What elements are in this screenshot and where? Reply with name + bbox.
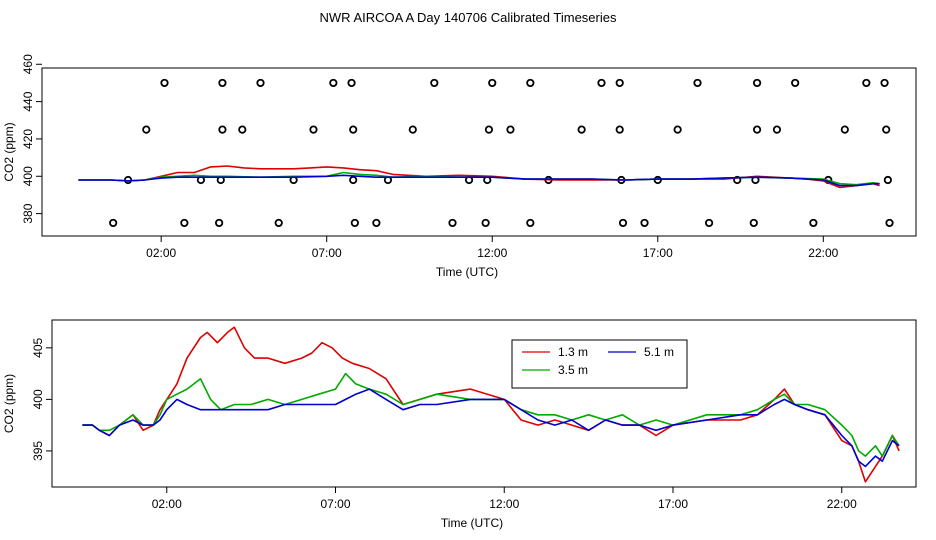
legend-label: 3.5 m — [558, 363, 588, 377]
calibration-point — [215, 218, 224, 228]
series-line-3-5-m — [82, 372, 900, 457]
calibration-point — [791, 78, 800, 88]
calibration-point — [160, 78, 169, 88]
calibration-point — [772, 125, 782, 134]
calibration-point — [704, 218, 714, 228]
chart-title: NWR AIRCOA A Day 140706 Calibrated Times… — [320, 10, 617, 25]
calibration-point — [597, 78, 606, 88]
x-tick-label: 22:00 — [808, 246, 838, 260]
calibration-point — [408, 125, 417, 134]
legend-label: 5.1 m — [644, 345, 674, 359]
y-tick-label: 400 — [21, 166, 35, 186]
calibration-point — [430, 78, 439, 88]
y-tick-label: 395 — [31, 441, 45, 461]
x-tick-label: 07:00 — [312, 246, 342, 260]
calibration-point — [885, 218, 894, 228]
series-line-1-3-m — [82, 326, 900, 483]
calibration-point — [109, 218, 118, 228]
calibration-point — [506, 125, 515, 134]
calibration-point — [615, 125, 624, 134]
calibration-point — [640, 218, 649, 228]
y-tick-label: 460 — [21, 54, 35, 74]
legend: 1.3 m 5.1 m 3.5 m — [511, 339, 688, 389]
calibration-point — [752, 125, 762, 134]
calibration-point — [880, 78, 889, 88]
calibration-point — [484, 125, 494, 134]
calibration-point — [349, 175, 358, 185]
calibration-point — [809, 218, 818, 228]
top-panel-calibrated-timeseries: 02:00 07:00 12:00 17:00 22:00 380 400 420 440 460… — [2, 54, 917, 279]
calibration-point — [350, 218, 359, 228]
calibration-point — [673, 125, 682, 134]
calibration-point — [238, 125, 247, 134]
y-tick-label: 420 — [21, 129, 35, 149]
x-tick-label: 02:00 — [146, 246, 176, 260]
x-tick-label: 17:00 — [658, 497, 688, 511]
x-tick-label: 02:00 — [152, 497, 182, 511]
calibration-point — [256, 78, 265, 88]
y-tick-label: 405 — [31, 338, 45, 358]
plot-frame — [41, 67, 917, 237]
calibration-point — [329, 78, 338, 88]
x-axis-label: Time (UTC) — [436, 265, 498, 279]
calibration-point — [615, 78, 624, 88]
y-tick-label: 440 — [21, 91, 35, 111]
calibration-point — [180, 218, 189, 228]
legend-label: 1.3 m — [558, 345, 588, 359]
plot-frame — [51, 319, 917, 488]
calibration-point — [309, 125, 318, 134]
calibration-point — [840, 125, 849, 134]
calibration-point — [218, 78, 227, 88]
calibration-point — [372, 218, 381, 228]
y-axis-label: CO2 (ppm) — [2, 374, 16, 433]
calibration-point — [142, 125, 151, 134]
x-tick-label: 12:00 — [477, 246, 507, 260]
calibration-point — [481, 218, 490, 228]
series-line-5-1-m — [78, 174, 880, 187]
calibration-point — [653, 175, 662, 185]
calibration-point — [274, 218, 283, 228]
calibration-point — [862, 78, 871, 88]
x-tick-label: 22:00 — [827, 497, 857, 511]
series-line-5-1-m — [82, 388, 900, 468]
x-tick-label: 17:00 — [643, 246, 673, 260]
x-axis-label: Time (UTC) — [441, 516, 503, 530]
calibration-point — [693, 78, 702, 88]
bottom-panel-co2-by-height: 02:00 07:00 12:00 17:00 22:00 395 400 405 Time (… — [2, 319, 917, 530]
calibration-point — [448, 218, 457, 228]
x-tick-label: 07:00 — [320, 497, 350, 511]
calibration-point — [882, 125, 891, 134]
calibration-point — [526, 218, 535, 228]
calibration-point — [883, 175, 892, 185]
calibration-point — [218, 125, 227, 134]
x-tick-label: 12:00 — [489, 497, 519, 511]
calibration-point — [349, 125, 358, 134]
calibration-point — [347, 78, 356, 88]
calibration-point — [577, 125, 586, 134]
y-tick-label: 400 — [31, 389, 45, 409]
calibration-point — [488, 78, 497, 88]
calibration-point — [733, 175, 742, 185]
legend-box — [511, 339, 688, 389]
calibration-point — [752, 78, 762, 88]
y-axis-label: CO2 (ppm) — [2, 122, 16, 181]
calibration-point — [526, 78, 535, 88]
calibration-point — [618, 218, 628, 228]
y-tick-label: 380 — [21, 203, 35, 223]
calibration-point — [749, 218, 758, 228]
